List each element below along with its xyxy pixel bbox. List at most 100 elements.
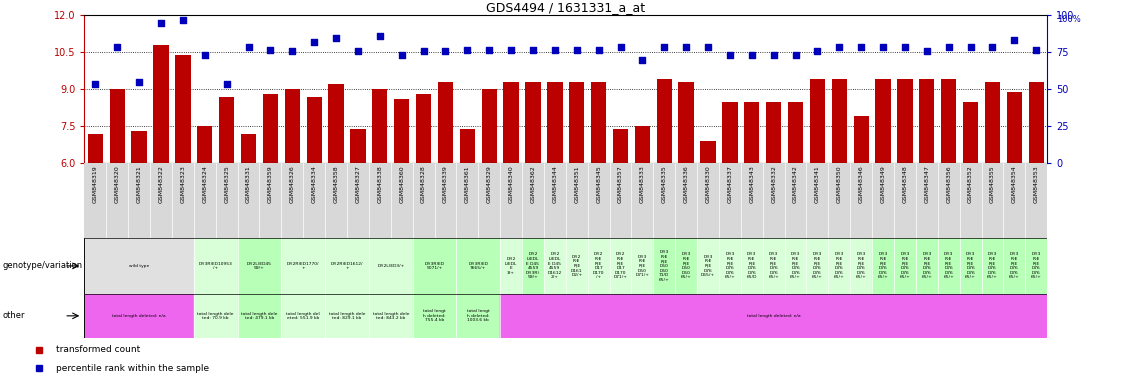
Bar (84, 238, 1047, 294)
Bar (325, 238, 369, 294)
Bar (172, 163, 194, 238)
Text: GSM848338: GSM848338 (377, 166, 383, 203)
Bar (982, 238, 1003, 294)
Bar (588, 238, 609, 294)
Bar (938, 163, 959, 238)
Point (808, 48, 826, 54)
Bar (635, 126, 650, 163)
Bar (810, 79, 825, 163)
Point (611, 44, 629, 50)
Bar (522, 163, 544, 238)
Text: Df(3
R)E
R|E
D76
D76
65/D: Df(3 R)E R|E D76 D76 65/D (747, 252, 757, 280)
Text: Df(3R)ED
5071/+: Df(3R)ED 5071/+ (425, 262, 445, 270)
Bar (194, 294, 238, 338)
Point (1027, 47, 1045, 53)
Bar (350, 129, 366, 163)
Bar (544, 163, 565, 238)
Text: percentile rank within the sample: percentile rank within the sample (56, 364, 209, 373)
Bar (565, 163, 588, 238)
Text: GSM848344: GSM848344 (553, 166, 557, 203)
Text: GSM848358: GSM848358 (333, 166, 339, 203)
Bar (785, 163, 806, 238)
Text: total length del
eted: 551.9 kb: total length del eted: 551.9 kb (286, 311, 320, 320)
Bar (609, 163, 632, 238)
Bar (653, 163, 676, 238)
Text: GSM848337: GSM848337 (727, 166, 732, 203)
Text: GSM848333: GSM848333 (640, 166, 645, 203)
Point (240, 44, 258, 50)
Text: GSM848324: GSM848324 (203, 166, 207, 203)
Bar (588, 163, 609, 238)
Point (458, 47, 476, 53)
Bar (282, 294, 325, 338)
Bar (806, 163, 829, 238)
Bar (915, 163, 938, 238)
Bar (894, 163, 915, 238)
Text: GSM848328: GSM848328 (421, 166, 426, 203)
Bar (84, 163, 106, 238)
Text: GSM848343: GSM848343 (749, 166, 754, 203)
Bar (875, 79, 891, 163)
Bar (788, 102, 803, 163)
Text: GSM848329: GSM848329 (486, 166, 492, 203)
Bar (153, 45, 169, 163)
Bar (325, 163, 347, 238)
Text: GSM848346: GSM848346 (859, 166, 864, 203)
Bar (806, 238, 829, 294)
Text: Df(2
L)EDL
E
3/+: Df(2 L)EDL E 3/+ (504, 257, 517, 275)
Bar (609, 238, 632, 294)
Text: GSM848356: GSM848356 (946, 166, 951, 203)
Point (284, 48, 302, 54)
Text: Df(2
L)EDL
E D45
4559
Df(3R)
59/+: Df(2 L)EDL E D45 4559 Df(3R) 59/+ (526, 252, 540, 280)
Text: GSM848325: GSM848325 (224, 166, 230, 203)
Text: GSM848361: GSM848361 (465, 166, 470, 203)
Text: GSM848327: GSM848327 (356, 166, 360, 203)
Bar (959, 238, 982, 294)
Bar (762, 238, 785, 294)
Text: Df(3
R)E
R|E
D76
D76
65/+: Df(3 R)E R|E D76 D76 65/+ (768, 252, 779, 280)
Bar (741, 163, 762, 238)
Text: Df(3
R)E
R|E
D76
D76
65/+: Df(3 R)E R|E D76 D76 65/+ (1031, 252, 1042, 280)
Point (874, 44, 892, 50)
Bar (744, 102, 759, 163)
Text: Df(2
R)E
R|E
D17
D170
D71/+: Df(2 R)E R|E D17 D170 D71/+ (614, 252, 627, 280)
Point (634, 57, 652, 63)
Bar (329, 84, 343, 163)
Point (546, 47, 564, 53)
Bar (282, 163, 303, 238)
Bar (369, 163, 391, 238)
Bar (216, 163, 238, 238)
Bar (676, 238, 697, 294)
Bar (259, 163, 282, 238)
Bar (1028, 82, 1044, 163)
Bar (963, 102, 978, 163)
Bar (438, 82, 453, 163)
Bar (873, 163, 894, 238)
Point (480, 47, 498, 53)
Bar (435, 163, 456, 238)
Bar (238, 294, 282, 338)
Text: GSM848348: GSM848348 (902, 166, 908, 203)
Text: other: other (2, 311, 25, 320)
Point (217, 81, 235, 88)
Bar (500, 294, 1047, 338)
Bar (1003, 238, 1026, 294)
Text: GSM848347: GSM848347 (924, 166, 929, 203)
Bar (456, 294, 500, 338)
Text: GSM848322: GSM848322 (159, 166, 163, 203)
Point (152, 20, 170, 26)
Bar (197, 126, 213, 163)
Text: Df(2R)ED1770/
+: Df(2R)ED1770/ + (287, 262, 320, 270)
Point (327, 35, 345, 41)
Bar (720, 163, 741, 238)
Bar (106, 163, 128, 238)
Bar (722, 102, 738, 163)
Bar (1026, 238, 1047, 294)
Bar (632, 163, 653, 238)
Bar (303, 163, 325, 238)
Point (414, 48, 432, 54)
Bar (522, 238, 544, 294)
Bar (128, 163, 150, 238)
Text: Df(2L)ED45
59/+: Df(2L)ED45 59/+ (247, 262, 272, 270)
Bar (479, 163, 500, 238)
